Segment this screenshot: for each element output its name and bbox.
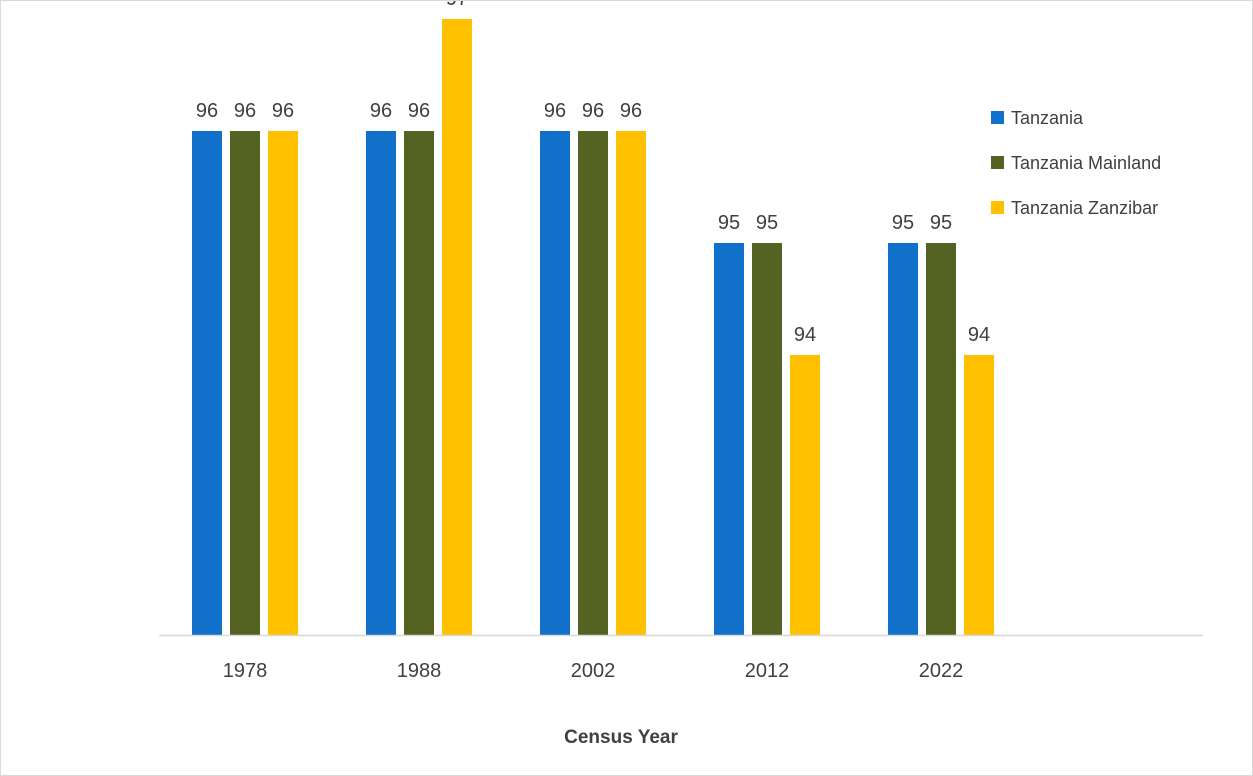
x-tick-label-1988: 1988: [397, 660, 442, 682]
data-label-2012-tanzania: 95: [718, 212, 740, 234]
bar-2012-tanzania-zanzibar: [790, 355, 820, 635]
bar-2002-tanzania-zanzibar: [616, 131, 646, 635]
legend-label-tanzania-mainland: Tanzania Mainland: [1011, 153, 1161, 173]
bar-1988-tanzania: [366, 131, 396, 635]
data-label-1988-tanzania-zanzibar: 97: [446, 1, 468, 10]
legend-label-tanzania-zanzibar: Tanzania Zanzibar: [1011, 198, 1158, 218]
bar-1978-tanzania-zanzibar: [268, 131, 298, 635]
data-label-1978-tanzania-zanzibar: 96: [272, 100, 294, 122]
data-label-2022-tanzania: 95: [892, 212, 914, 234]
legend-swatch-tanzania-mainland: [991, 156, 1004, 169]
bar-1988-tanzania-mainland: [404, 131, 434, 635]
bar-2002-tanzania: [540, 131, 570, 635]
data-label-1978-tanzania-mainland: 96: [234, 100, 256, 122]
bar-1978-tanzania: [192, 131, 222, 635]
x-tick-labels: 1978 1988 2002 2012 2022: [223, 660, 964, 682]
bars-group: [192, 19, 994, 635]
data-label-2002-tanzania-zanzibar: 96: [620, 100, 642, 122]
data-label-1978-tanzania: 96: [196, 100, 218, 122]
legend-label-tanzania: Tanzania: [1011, 108, 1084, 128]
legend-swatch-tanzania-zanzibar: [991, 201, 1004, 214]
data-label-2002-tanzania: 96: [544, 100, 566, 122]
data-label-2022-tanzania-zanzibar: 94: [968, 324, 990, 346]
data-label-1988-tanzania: 96: [370, 100, 392, 122]
data-label-2012-tanzania-zanzibar: 94: [794, 324, 816, 346]
bar-1978-tanzania-mainland: [230, 131, 260, 635]
data-label-2012-tanzania-mainland: 95: [756, 212, 778, 234]
bar-2012-tanzania-mainland: [752, 243, 782, 635]
data-label-2002-tanzania-mainland: 96: [582, 100, 604, 122]
bar-2002-tanzania-mainland: [578, 131, 608, 635]
data-label-1988-tanzania-mainland: 96: [408, 100, 430, 122]
x-tick-label-1978: 1978: [223, 660, 268, 682]
x-tick-label-2012: 2012: [745, 660, 790, 682]
legend-swatch-tanzania: [991, 111, 1004, 124]
data-label-2022-tanzania-mainland: 95: [930, 212, 952, 234]
bar-2022-tanzania-mainland: [926, 243, 956, 635]
bar-2012-tanzania: [714, 243, 744, 635]
bar-2022-tanzania: [888, 243, 918, 635]
x-tick-label-2022: 2022: [919, 660, 964, 682]
x-tick-label-2002: 2002: [571, 660, 616, 682]
bar-1988-tanzania-zanzibar: [442, 19, 472, 635]
legend: Tanzania Tanzania Mainland Tanzania Zanzib…: [991, 108, 1161, 218]
data-labels-group: 96 96 96 96 96 97 96 96 96 95 95 94 95 95 94: [196, 1, 990, 346]
x-axis-title: Census Year: [564, 727, 678, 748]
bar-2022-tanzania-zanzibar: [964, 355, 994, 635]
